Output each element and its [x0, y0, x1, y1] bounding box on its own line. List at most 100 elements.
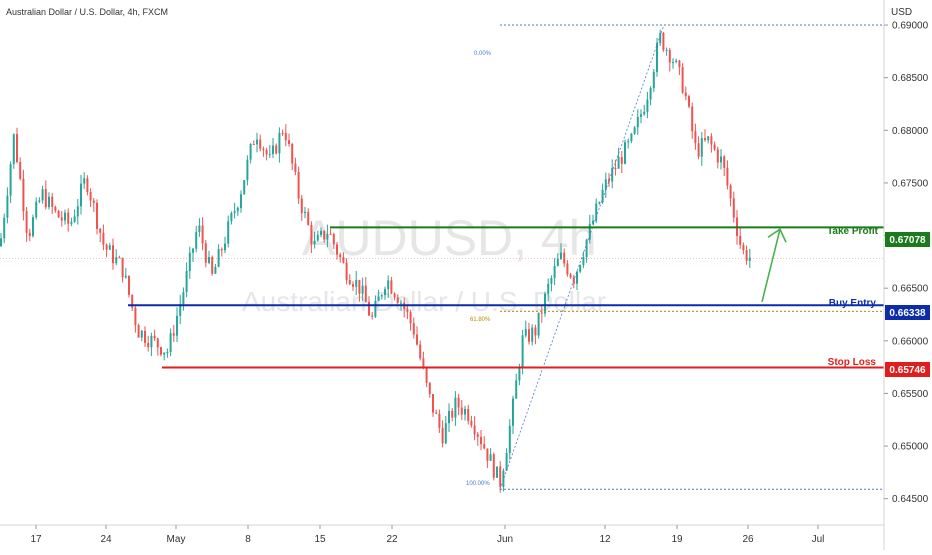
candle-body [582, 257, 585, 266]
candle-body [704, 138, 706, 141]
stop-loss-label: Stop Loss [828, 357, 877, 368]
candle-body [227, 221, 230, 244]
candle-body [707, 136, 710, 141]
candle-body [38, 200, 41, 202]
candle-body [185, 271, 188, 293]
svg-text:0.65746: 0.65746 [889, 365, 926, 376]
candle-body [608, 179, 610, 182]
candle-body [662, 33, 665, 51]
price-axis[interactable]: 0.690000.685000.680000.675000.670000.665… [884, 21, 929, 506]
candle-body [505, 452, 508, 471]
time-axis[interactable]: 17 24 May 8 15 22 Jun 12 19 26 Jul [30, 525, 824, 545]
candle-body [726, 167, 729, 186]
candle-body [371, 315, 374, 317]
candle-body [323, 230, 326, 240]
candle-body [147, 342, 150, 348]
candle-body [432, 393, 434, 413]
candle-body [387, 280, 390, 290]
candle-body [86, 178, 89, 193]
candle-body [560, 252, 562, 259]
candle-body [652, 71, 655, 89]
candle-body [60, 217, 63, 221]
candle-body [483, 444, 486, 449]
candle-body [336, 244, 338, 255]
time-tick-label: 17 [30, 534, 42, 545]
candle-body [320, 230, 322, 235]
candle-body [291, 143, 294, 164]
candle-body [739, 235, 742, 245]
target-arrow-shaft [761, 229, 781, 303]
candle-body [108, 245, 111, 250]
candle-body [233, 211, 236, 214]
svg-text:0.66338: 0.66338 [889, 308, 926, 319]
candle-body [35, 201, 38, 218]
candle-body [332, 234, 335, 245]
candle-body [681, 67, 684, 93]
candle-body [83, 178, 86, 184]
candle-body [73, 216, 76, 222]
candle-body [390, 280, 393, 294]
candle-body [496, 466, 498, 478]
price-tick-label: 0.67500 [892, 178, 929, 189]
candle-body [329, 233, 332, 235]
candle-body [716, 149, 719, 163]
candle-body [96, 202, 98, 229]
price-tick-label: 0.69000 [892, 21, 929, 32]
price-tick-label: 0.66000 [892, 336, 929, 347]
candle-body [256, 139, 258, 145]
candle-body [697, 143, 700, 157]
candle-body [473, 425, 476, 435]
candle-body [476, 434, 479, 437]
candle-body [636, 116, 639, 128]
candle-body [48, 196, 50, 208]
candle-body [281, 132, 284, 134]
candle-body [592, 220, 594, 224]
candle-body [44, 189, 47, 208]
candle-body [140, 330, 143, 338]
candle-body [486, 448, 489, 461]
time-tick-label: May [167, 534, 186, 545]
time-tick-label: 8 [245, 534, 251, 545]
candle-body [307, 211, 310, 225]
price-tick-label: 0.65000 [892, 442, 929, 453]
candle-body [316, 234, 319, 241]
candle-body [425, 367, 428, 383]
candle-body [192, 248, 194, 253]
candle-body [547, 283, 550, 294]
candle-body [620, 157, 623, 164]
candle-body [134, 307, 137, 326]
candle-body [627, 141, 630, 143]
candle-body [537, 312, 540, 336]
candle-body [220, 249, 223, 251]
candle-body [508, 425, 511, 453]
candle-body [355, 279, 358, 287]
time-tick-label: 26 [742, 534, 754, 545]
candle-body [28, 232, 31, 237]
candle-body [6, 195, 9, 218]
candle-body [710, 136, 713, 145]
candle-body [448, 410, 450, 424]
candle-body [672, 61, 674, 63]
candle-body [643, 111, 646, 115]
candle-body [742, 244, 745, 251]
buy-entry-label: Buy Entry [829, 298, 877, 309]
candle-body [16, 134, 18, 163]
annotation-layer [0, 24, 884, 490]
candle-body [249, 144, 252, 160]
candle-body [400, 302, 402, 304]
candle-body [601, 189, 604, 203]
price-tick-label: 0.64500 [892, 494, 929, 505]
currency-label: USD [891, 7, 912, 18]
candle-body [294, 163, 297, 173]
candle-body [118, 257, 121, 259]
candle-body [492, 454, 495, 478]
candle-body [64, 212, 66, 221]
candle-body [499, 466, 502, 487]
candle-body [534, 327, 537, 336]
candle-body [243, 180, 246, 195]
time-tick-label: 12 [599, 534, 611, 545]
candle-body [51, 196, 54, 207]
candle-body [153, 335, 156, 339]
candle-body [540, 312, 543, 314]
